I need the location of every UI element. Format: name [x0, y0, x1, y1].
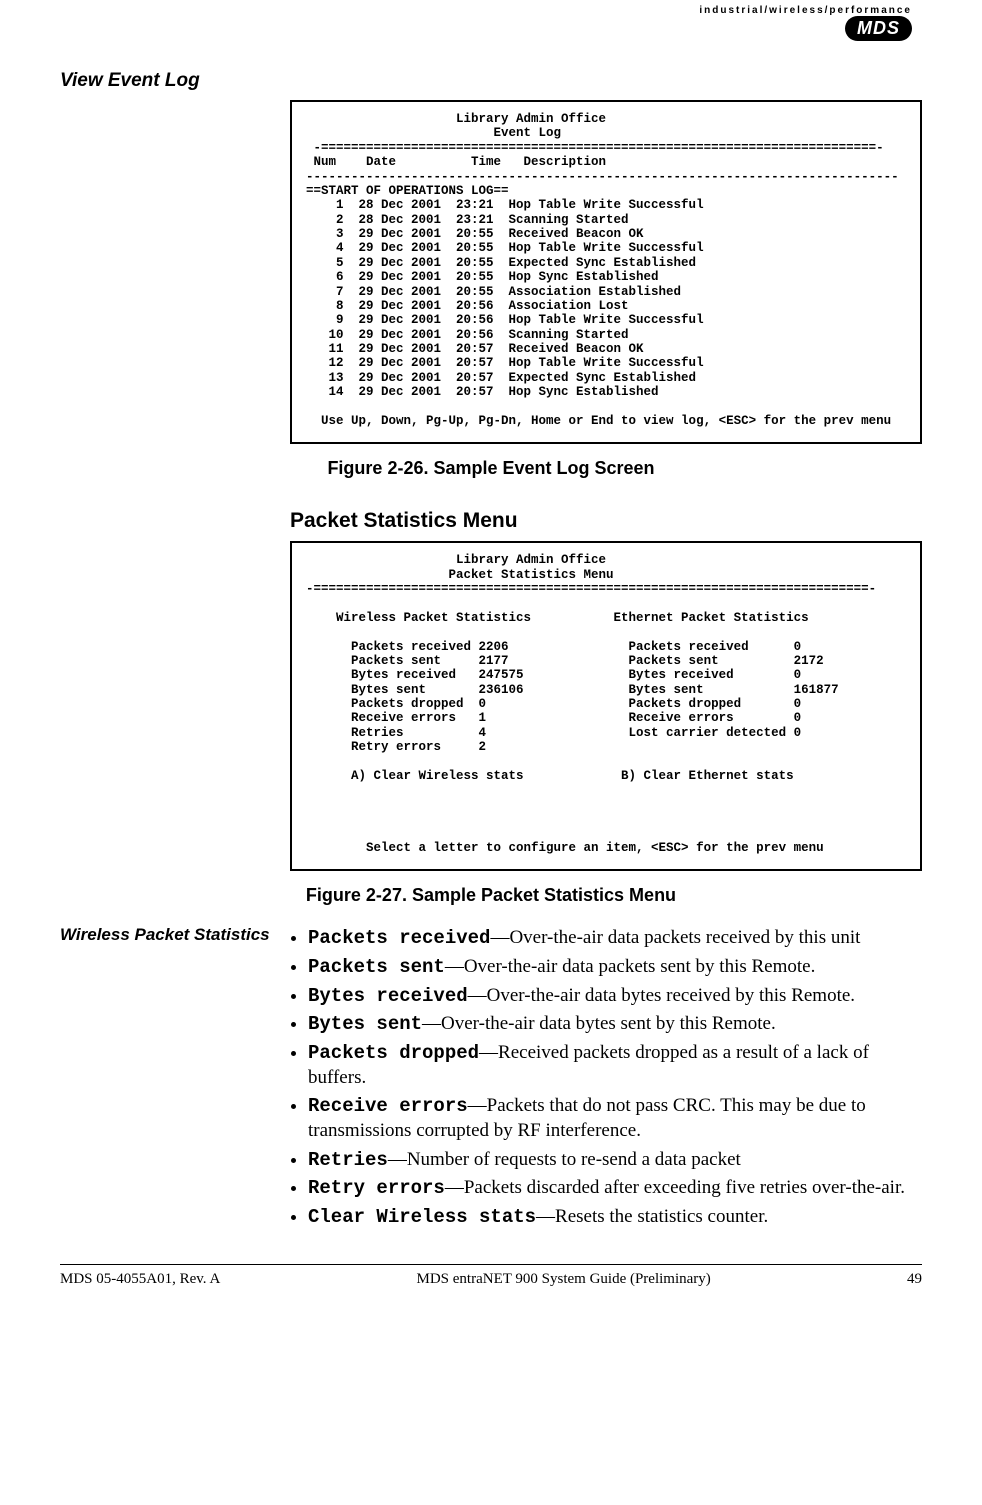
- definition-item: Packets received—Over-the-air data packe…: [308, 926, 922, 951]
- definition-term: Retries: [308, 1149, 388, 1171]
- definition-item: Packets dropped—Received packets dropped…: [308, 1041, 922, 1090]
- footer-page-number: 49: [907, 1271, 922, 1288]
- definition-term: Bytes sent: [308, 1013, 422, 1035]
- event-log-terminal: Library Admin Office Event Log -========…: [290, 100, 922, 444]
- definition-desc: —Number of requests to re-send a data pa…: [388, 1149, 741, 1170]
- packet-stats-heading: Packet Statistics Menu: [290, 509, 922, 533]
- definition-term: Packets dropped: [308, 1042, 479, 1064]
- figure-2-26-caption: Figure 2-26. Sample Event Log Screen: [60, 458, 922, 479]
- definition-item: Packets sent—Over-the-air data packets s…: [308, 955, 922, 980]
- footer-doc-id: MDS 05-4055A01, Rev. A: [60, 1271, 220, 1288]
- packet-stats-terminal: Library Admin Office Packet Statistics M…: [290, 541, 922, 871]
- definition-desc: —Resets the statistics counter.: [536, 1206, 768, 1227]
- definition-term: Packets received: [308, 927, 490, 949]
- definition-desc: —Over-the-air data bytes received by thi…: [468, 985, 855, 1006]
- logo-tagline: industrial/wireless/performance: [699, 5, 912, 16]
- definition-desc: —Over-the-air data bytes sent by this Re…: [422, 1013, 776, 1034]
- definition-term: Packets sent: [308, 956, 445, 978]
- footer-title: MDS entraNET 900 System Guide (Prelimina…: [417, 1271, 711, 1288]
- definitions-list: Packets received—Over-the-air data packe…: [290, 926, 922, 1234]
- definition-item: Receive errors—Packets that do not pass …: [308, 1094, 922, 1143]
- definition-term: Clear Wireless stats: [308, 1206, 536, 1228]
- definition-item: Bytes received—Over-the-air data bytes r…: [308, 984, 922, 1009]
- definition-item: Retry errors—Packets discarded after exc…: [308, 1176, 922, 1201]
- definition-term: Receive errors: [308, 1095, 468, 1117]
- definition-item: Clear Wireless stats—Resets the statisti…: [308, 1205, 922, 1230]
- wireless-packet-statistics-label: Wireless Packet Statistics: [60, 926, 290, 945]
- page-footer: MDS 05-4055A01, Rev. A MDS entraNET 900 …: [60, 1264, 922, 1288]
- definition-item: Retries—Number of requests to re-send a …: [308, 1148, 922, 1173]
- definition-item: Bytes sent—Over-the-air data bytes sent …: [308, 1012, 922, 1037]
- definition-term: Bytes received: [308, 985, 468, 1007]
- definition-desc: —Over-the-air data packets received by t…: [490, 927, 860, 948]
- definition-term: Retry errors: [308, 1177, 445, 1199]
- view-event-log-heading: View Event Log: [60, 70, 922, 92]
- definition-desc: —Over-the-air data packets sent by this …: [445, 956, 816, 977]
- figure-2-27-caption: Figure 2-27. Sample Packet Statistics Me…: [60, 885, 922, 906]
- definition-desc: —Packets discarded after exceeding five …: [445, 1177, 905, 1198]
- brand-logo: industrial/wireless/performance MDS: [699, 5, 912, 41]
- logo-brand: MDS: [845, 16, 912, 41]
